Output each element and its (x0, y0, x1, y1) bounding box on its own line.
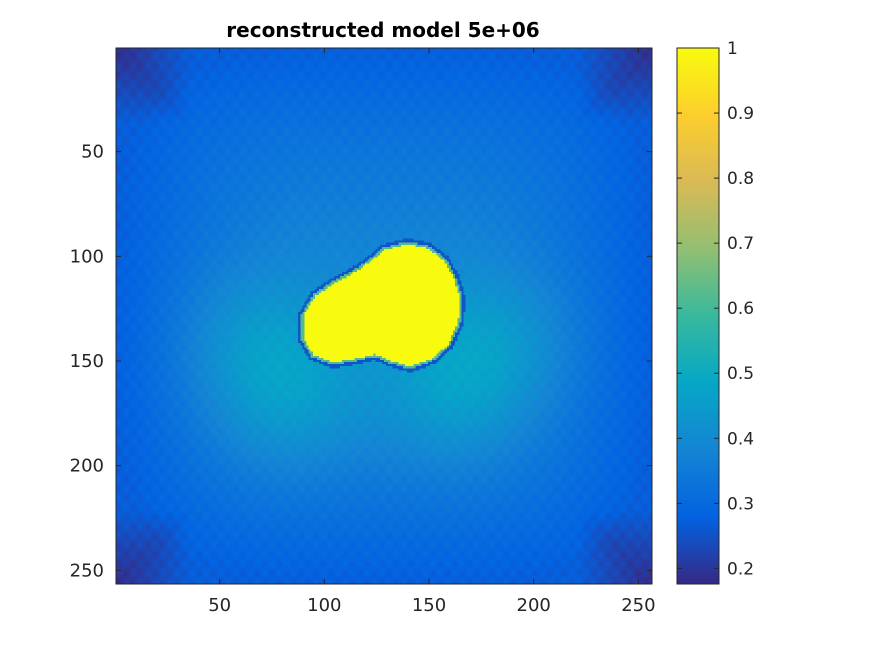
colorbar-gradient-frame (677, 48, 719, 584)
heatmap-plot: 50 100 150 200 250 50 100 150 200 250 (70, 47, 656, 616)
y-axis: 50 100 150 200 250 (70, 142, 652, 581)
y-tick-label: 150 (70, 351, 104, 372)
colorbar-axis: 0.2 0.3 0.4 0.5 0.6 0.7 0.8 0.9 1 (677, 39, 754, 579)
x-tick-label: 250 (621, 595, 655, 616)
colorbar-tick-label: 0.7 (727, 234, 754, 254)
heatmap-image (116, 48, 652, 584)
colorbar-tick-label: 0.3 (727, 494, 754, 514)
y-tick-label: 250 (70, 560, 104, 581)
x-tick-label: 150 (412, 595, 446, 616)
y-tick-label: 100 (70, 246, 104, 267)
colorbar-tick-label: 0.9 (727, 104, 754, 124)
plot-axes-box (115, 47, 653, 585)
colorbar-tick-label: 0.6 (727, 299, 754, 319)
colorbar-gradient (677, 48, 719, 584)
colorbar: 0.2 0.3 0.4 0.5 0.6 0.7 0.8 0.9 1 (676, 39, 754, 585)
y-tick-label: 50 (81, 142, 104, 163)
x-tick-label: 200 (517, 595, 551, 616)
y-tick-label: 200 (70, 456, 104, 477)
colorbar-tick-label: 0.5 (727, 364, 754, 384)
x-tick-label: 50 (208, 595, 231, 616)
x-tick-label: 100 (307, 595, 341, 616)
colorbar-tick-label: 1 (727, 39, 738, 59)
chart-title: reconstructed model 5e+06 (226, 18, 539, 42)
colorbar-tick-label: 0.4 (727, 429, 754, 449)
x-axis: 50 100 150 200 250 (208, 48, 656, 616)
colorbar-box (676, 47, 720, 585)
colorbar-tick-label: 0.2 (727, 559, 754, 579)
colorbar-tick-label: 0.8 (727, 169, 754, 189)
heatmap-image-frame (116, 48, 652, 584)
